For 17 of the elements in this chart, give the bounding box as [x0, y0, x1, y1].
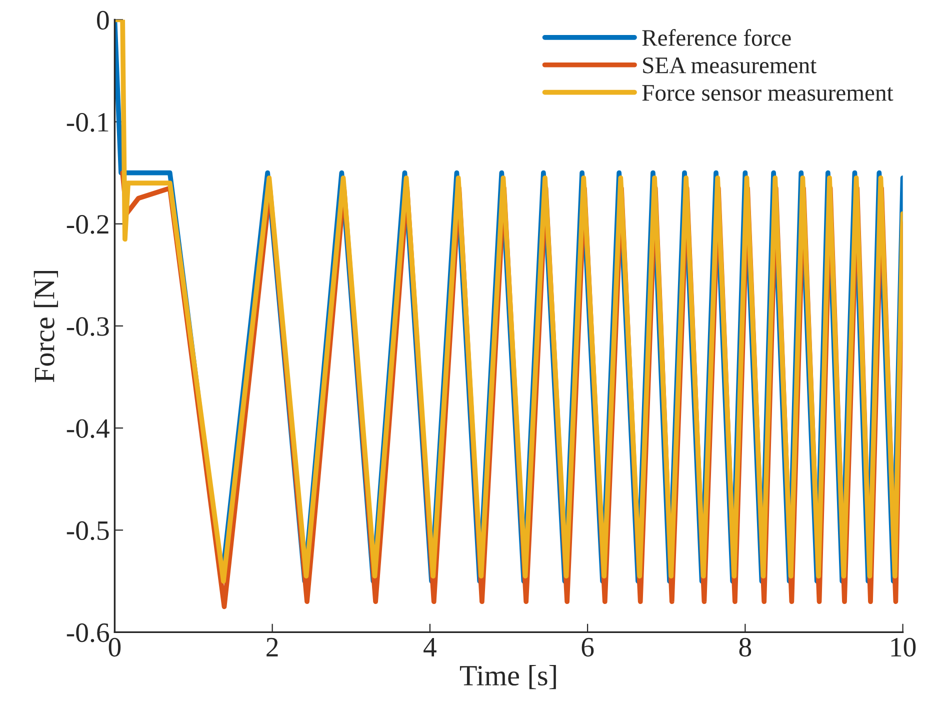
x-tick-label: 2 — [266, 638, 278, 656]
y-tick-label: -0.1 — [66, 112, 108, 132]
legend-label: Reference force — [642, 29, 791, 46]
y-tick-label: -0.5 — [66, 521, 109, 540]
y-tick-label: -0.4 — [66, 419, 110, 438]
y-tick-label: -0.3 — [66, 317, 109, 336]
x-tick-label: 10 — [891, 638, 916, 657]
y-tick-label: -0.2 — [66, 215, 108, 234]
x-tick-label: 8 — [739, 638, 752, 657]
x-axis-title: Time [s] — [460, 665, 556, 690]
legend-label: SEA measurement — [643, 58, 817, 74]
legend-label: Force sensor measurement — [642, 85, 894, 101]
y-tick-label: 0 — [97, 10, 109, 30]
x-tick-label: 4 — [424, 638, 436, 656]
x-tick-label: 6 — [582, 638, 594, 657]
y-axis-title: Force [N] — [34, 271, 58, 382]
y-tick-label: -0.6 — [66, 623, 110, 642]
